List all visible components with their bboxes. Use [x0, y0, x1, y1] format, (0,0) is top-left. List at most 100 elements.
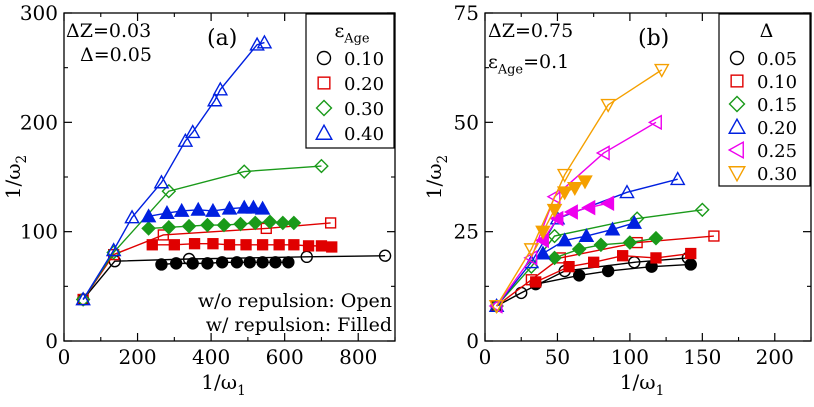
- series-0.30: [488, 63, 670, 315]
- data-point-filled: [648, 230, 664, 246]
- data-point-filled: [535, 245, 551, 260]
- legend-label: 0.15: [757, 95, 797, 116]
- data-point-filled: [146, 239, 158, 251]
- data-point-filled: [563, 261, 575, 273]
- legend-marker: [728, 117, 746, 134]
- x-tick-label: 600: [266, 345, 304, 369]
- data-point-filled: [578, 227, 595, 243]
- data-point-filled: [230, 256, 244, 269]
- data-point-filled: [200, 217, 215, 233]
- data-point-filled: [650, 252, 662, 264]
- data-point-filled: [256, 239, 269, 251]
- data-point-filled: [626, 214, 643, 229]
- data-point-filled: [604, 221, 621, 236]
- data-point-filled: [530, 276, 542, 288]
- data-point-filled: [546, 203, 563, 218]
- plot-area: [75, 34, 392, 307]
- data-point-filled: [572, 269, 586, 282]
- data-point-filled: [155, 258, 168, 271]
- x-tick-label: 100: [611, 345, 649, 369]
- legend-label: 0.10: [757, 72, 797, 93]
- annotation: w/ repulsion: Filled: [206, 314, 392, 336]
- data-point-filled: [315, 240, 328, 252]
- y-tick-label: 0: [466, 329, 479, 353]
- legend-title: εAge: [334, 20, 369, 47]
- data-point-filled: [600, 195, 615, 212]
- data-point-open: [647, 114, 662, 131]
- data-point-filled: [326, 241, 338, 253]
- data-point-filled: [186, 257, 199, 270]
- y-tick-label: 25: [454, 220, 479, 244]
- data-point-filled: [685, 247, 697, 260]
- data-point-open: [236, 164, 252, 179]
- data-point-filled: [288, 239, 300, 251]
- legend-marker: [316, 50, 332, 66]
- data-point-filled: [302, 240, 315, 252]
- data-point-filled: [593, 237, 609, 253]
- data-point-filled: [205, 202, 221, 217]
- legend-label: 0.10: [344, 49, 384, 70]
- legend-box: [305, 13, 395, 149]
- data-point-open: [600, 98, 616, 113]
- series-line-filled: [161, 261, 289, 266]
- data-point-filled: [581, 199, 596, 216]
- series-line-open: [82, 41, 265, 300]
- y-tick-label: 200: [20, 110, 58, 134]
- panel-b: 0 50 100 150 200 0 25 50 75 1/ω1 1/ω2 (b) ΔZ=0.75 εAg…: [422, 1, 812, 399]
- data-point-open: [378, 249, 392, 262]
- data-point-filled: [549, 210, 564, 227]
- panel-a: 0 200 400 600 800 0 100 200 300 1/ω1 1/ω2 (a) ΔZ=0.0…: [1, 1, 396, 399]
- x-axis-label: 1/ω1: [620, 370, 664, 399]
- data-point-open: [595, 145, 610, 161]
- data-point-open: [157, 229, 169, 241]
- legend-marker: [315, 99, 333, 117]
- data-point-filled: [247, 215, 263, 231]
- legend-marker: [728, 166, 746, 183]
- data-point-open: [212, 81, 229, 96]
- data-point-open: [619, 184, 635, 199]
- data-point-filled: [622, 235, 638, 250]
- legend-title: Δ: [760, 20, 774, 42]
- series-0.40: [75, 34, 273, 306]
- data-point-open: [488, 300, 505, 315]
- data-point-filled: [190, 201, 207, 216]
- data-point-open: [488, 298, 503, 314]
- data-point-open: [177, 132, 194, 147]
- data-point-filled: [588, 256, 600, 268]
- data-point-filled: [245, 199, 262, 214]
- data-point-open: [256, 34, 273, 49]
- x-tick-label: 50: [545, 345, 570, 369]
- data-point-open: [653, 63, 670, 78]
- data-point-open: [153, 174, 170, 189]
- y-tick-label: 50: [454, 110, 479, 134]
- data-point-filled: [535, 225, 551, 240]
- legend-marker: [315, 123, 333, 140]
- legend: Δ 0.050.100.150.200.250.30: [718, 13, 811, 187]
- data-point-open: [324, 217, 337, 229]
- x-tick-label: 400: [192, 345, 230, 369]
- data-point-filled: [567, 181, 583, 196]
- data-point-filled: [556, 232, 573, 247]
- y-tick-label: 100: [20, 220, 58, 244]
- series-line-open: [495, 69, 663, 307]
- data-point-filled: [262, 214, 278, 230]
- parameter-text: ΔZ=0.03: [66, 20, 151, 42]
- y-tick-label: 0: [45, 329, 58, 353]
- data-point-filled: [616, 250, 629, 262]
- x-tick-label: 0: [58, 345, 71, 369]
- x-tick-label: 200: [756, 345, 794, 369]
- annotation: w/o repulsion: Open: [198, 290, 392, 312]
- data-point-open: [105, 242, 122, 257]
- panel-label: (b): [638, 26, 669, 51]
- data-point-filled: [577, 175, 593, 190]
- data-point-open: [75, 292, 91, 307]
- data-point-open: [669, 171, 686, 186]
- x-tick-label: 0: [479, 345, 492, 369]
- legend-marker: [730, 74, 744, 88]
- data-point-filled: [173, 202, 190, 217]
- data-point-filled: [141, 221, 156, 236]
- x-axis-label: 1/ω1: [201, 370, 245, 399]
- data-point-filled: [188, 238, 201, 250]
- legend-label: 0.20: [344, 74, 384, 95]
